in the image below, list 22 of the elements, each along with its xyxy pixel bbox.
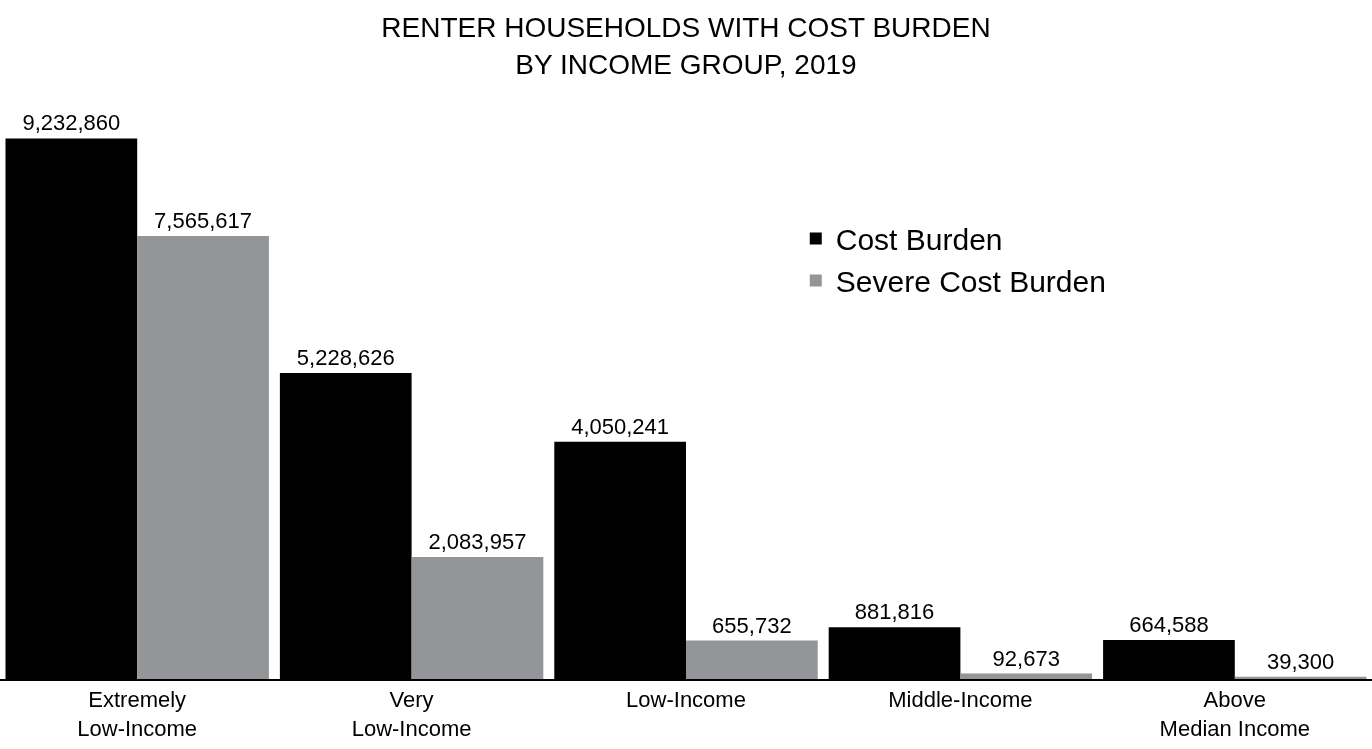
legend-label: Cost Burden (835, 223, 1003, 257)
x-tick-label: Above Median Income (1159, 687, 1311, 741)
x-tick-label: Extremely Low-Income (77, 687, 198, 741)
data-label: 4,050,241 (571, 413, 670, 439)
bar (137, 236, 269, 679)
data-label: 655,732 (712, 612, 792, 638)
bar (960, 673, 1093, 679)
data-label: 39,300 (1267, 648, 1335, 674)
bar (686, 640, 818, 679)
data-label: 2,083,957 (428, 528, 527, 554)
data-label: 7,565,617 (154, 208, 252, 234)
data-label: 664,588 (1129, 612, 1209, 638)
x-tick-label: Very Low-Income (351, 687, 472, 741)
data-label: 9,232,860 (22, 110, 121, 136)
data-label: 881,816 (854, 599, 935, 625)
data-label: 5,228,626 (296, 344, 395, 370)
data-label: 92,673 (992, 645, 1060, 671)
x-tick-label: Middle-Income (888, 687, 1033, 713)
legend-label: Severe Cost Burden (835, 265, 1106, 299)
x-tick-label: Low-Income (626, 687, 746, 713)
bar (411, 556, 544, 679)
chart-title: RENTER HOUSEHOLDS WITH COST BURDEN BY INCOME GROUP, 2019 (381, 12, 991, 80)
